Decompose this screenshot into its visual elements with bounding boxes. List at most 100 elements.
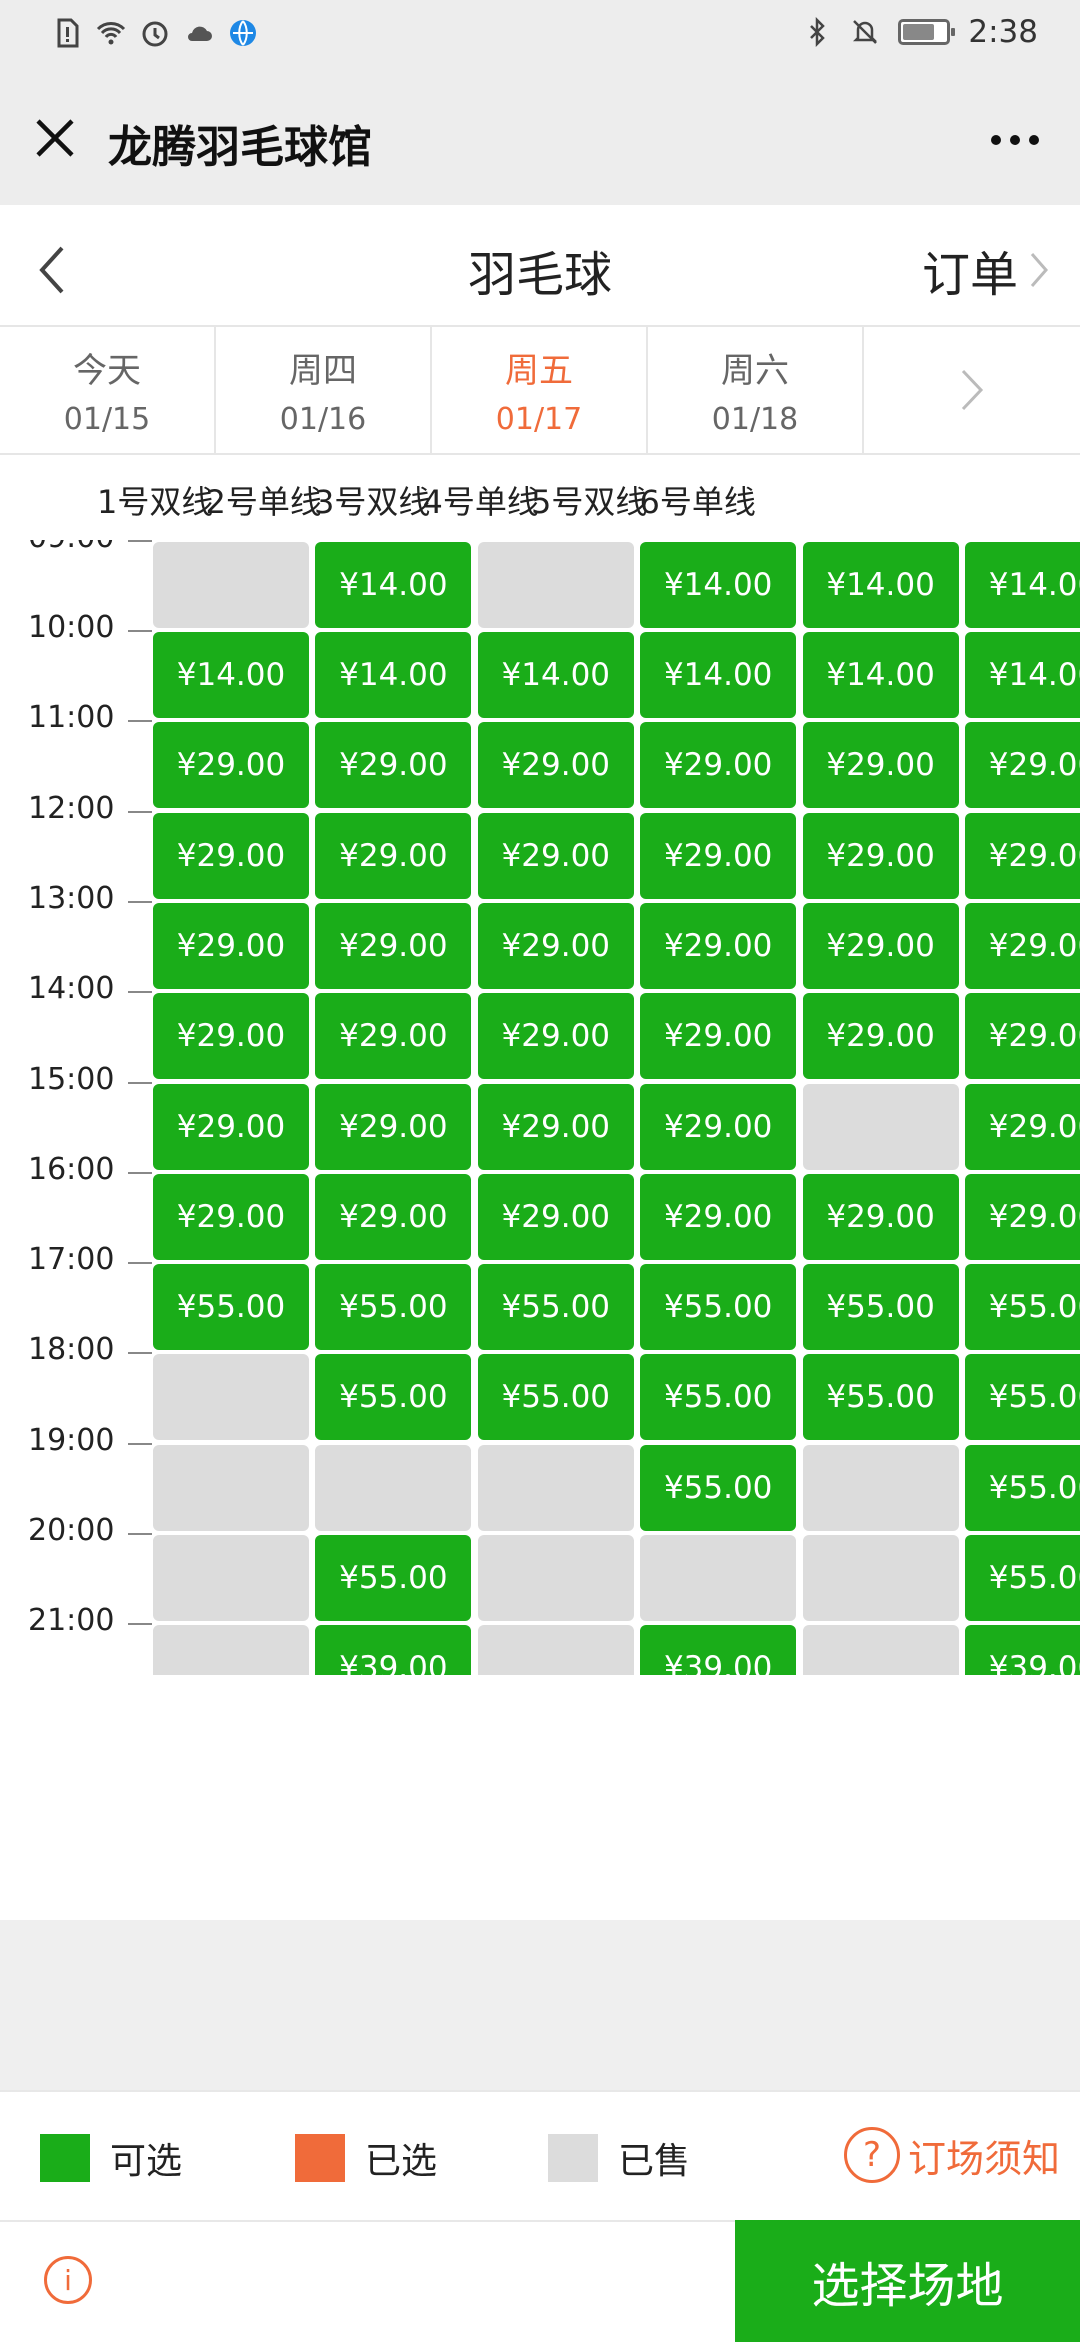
time-label: 20:00 [28,1513,115,1548]
slot-available[interactable]: ¥55.00 [477,1264,634,1351]
slot-available[interactable]: ¥29.00 [153,993,309,1080]
slot-available[interactable]: ¥29.00 [315,1173,472,1260]
slot-available[interactable]: ¥55.00 [802,1264,959,1351]
slot-available[interactable]: ¥29.00 [640,902,797,989]
time-label: 10:00 [28,610,115,645]
slot-available[interactable]: ¥55.00 [477,1354,634,1441]
slot-available[interactable]: ¥29.00 [965,993,1080,1080]
slot-available[interactable]: ¥29.00 [802,722,959,809]
slot-available[interactable]: ¥29.00 [477,812,634,899]
slot-available[interactable]: ¥29.00 [640,1083,797,1170]
slot-sold [153,1535,309,1621]
slot-available[interactable]: ¥55.00 [153,1264,309,1351]
slot-available[interactable]: ¥29.00 [153,902,309,989]
more-dots-icon [991,135,1039,145]
time-label: 13:00 [28,880,115,916]
more-menu-button[interactable] [980,105,1050,175]
slot-available[interactable]: ¥29.00 [153,812,309,899]
slot-sold [802,1625,959,1675]
close-icon[interactable] [30,113,80,163]
slot-available[interactable]: ¥39.00 [315,1625,472,1675]
date-tab-3[interactable]: 周六 01/18 [648,327,864,453]
page-title: 羽毛球 [467,247,612,303]
slot-available[interactable]: ¥29.00 [965,902,1080,989]
slot-available[interactable]: ¥29.00 [153,722,309,809]
slot-available[interactable]: ¥29.00 [315,722,472,809]
slot-available[interactable]: ¥55.00 [965,1444,1080,1531]
slot-available[interactable]: ¥55.00 [640,1444,797,1531]
orders-link[interactable]: 订单 [922,235,1050,305]
slot-available[interactable]: ¥29.00 [640,1173,797,1260]
slot-sold [315,1444,472,1531]
slot-available[interactable]: ¥14.00 [640,632,797,718]
slot-available[interactable]: ¥14.00 [153,632,309,718]
select-court-button[interactable]: 选择场地 [735,2220,1080,2342]
slot-sold [477,1535,634,1621]
slot-available[interactable]: ¥14.00 [315,632,472,718]
date-tab-date: 01/18 [711,402,799,437]
next-dates-button[interactable] [864,327,1080,453]
slot-available[interactable]: ¥14.00 [477,632,634,718]
booking-notice-link[interactable]: ? 订场须知 [843,2127,1060,2183]
slot-available[interactable]: ¥29.00 [315,1083,472,1170]
slot-available[interactable]: ¥29.00 [477,722,634,809]
time-label: 18:00 [28,1332,115,1368]
slot-available[interactable]: ¥29.00 [965,722,1080,809]
date-tab-0[interactable]: 今天 01/15 [0,327,216,453]
slot-available[interactable]: ¥29.00 [315,993,472,1080]
slot-available[interactable]: ¥55.00 [965,1264,1080,1351]
time-tick [128,810,152,813]
slot-available[interactable]: ¥29.00 [965,1173,1080,1260]
date-tab-2[interactable]: 周五 01/17 [432,327,648,453]
slot-available[interactable]: ¥29.00 [640,722,797,809]
slot-available[interactable]: ¥14.00 [315,541,472,628]
slot-available[interactable]: ¥14.00 [802,541,959,628]
slot-available[interactable]: ¥55.00 [315,1264,472,1351]
slot-available[interactable]: ¥55.00 [965,1535,1080,1621]
slot-available[interactable]: ¥29.00 [477,1083,634,1170]
slot-available[interactable]: ¥55.00 [965,1354,1080,1441]
slot-available[interactable]: ¥29.00 [640,812,797,899]
slot-available[interactable]: ¥55.00 [802,1354,959,1441]
slot-available[interactable]: ¥14.00 [802,632,959,718]
slot-sold [802,1444,959,1531]
info-icon[interactable]: i [44,2256,92,2304]
slot-available[interactable]: ¥39.00 [640,1625,797,1675]
date-tab-day: 周四 [289,351,357,391]
orders-label: 订单 [921,247,1018,303]
court-header-3: 3号双线 [314,483,431,521]
slot-available[interactable]: ¥14.00 [965,541,1080,628]
slot-sold [802,1083,959,1170]
slot-available[interactable]: ¥14.00 [965,632,1080,718]
time-label: 09:00 [28,540,114,555]
slot-available[interactable]: ¥29.00 [477,993,634,1080]
slot-available[interactable]: ¥55.00 [640,1354,797,1441]
slot-available[interactable]: ¥29.00 [315,902,472,989]
sim-alert-icon [57,18,79,48]
slot-available[interactable]: ¥29.00 [965,1083,1080,1170]
slot-available[interactable]: ¥55.00 [315,1354,472,1441]
slot-available[interactable]: ¥29.00 [802,902,959,989]
slot-available[interactable]: ¥14.00 [640,541,797,628]
question-mark-icon: ? [843,2127,900,2183]
slot-available[interactable]: ¥55.00 [640,1264,797,1351]
slot-available[interactable]: ¥29.00 [153,1083,309,1170]
slot-available[interactable]: ¥29.00 [315,812,472,899]
slot-available[interactable]: ¥29.00 [640,993,797,1080]
slot-available[interactable]: ¥29.00 [802,993,959,1080]
slot-available[interactable]: ¥29.00 [477,902,634,989]
slot-available[interactable]: ¥29.00 [153,1173,309,1260]
chevron-right-icon [961,369,984,411]
court-header-5: 5号双线 [531,483,648,521]
slot-available[interactable]: ¥29.00 [477,1173,634,1260]
slot-available[interactable]: ¥39.00 [965,1625,1080,1675]
slot-available[interactable]: ¥29.00 [965,812,1080,899]
date-tab-date: 01/17 [495,402,583,437]
slot-available[interactable]: ¥55.00 [315,1535,472,1621]
date-tab-1[interactable]: 周四 01/16 [216,327,432,453]
slot-sold [477,541,634,628]
slot-available[interactable]: ¥29.00 [802,1173,959,1260]
back-chevron-icon[interactable] [30,240,80,300]
slot-available[interactable]: ¥29.00 [802,812,959,899]
date-tab-date: 01/15 [63,402,151,437]
